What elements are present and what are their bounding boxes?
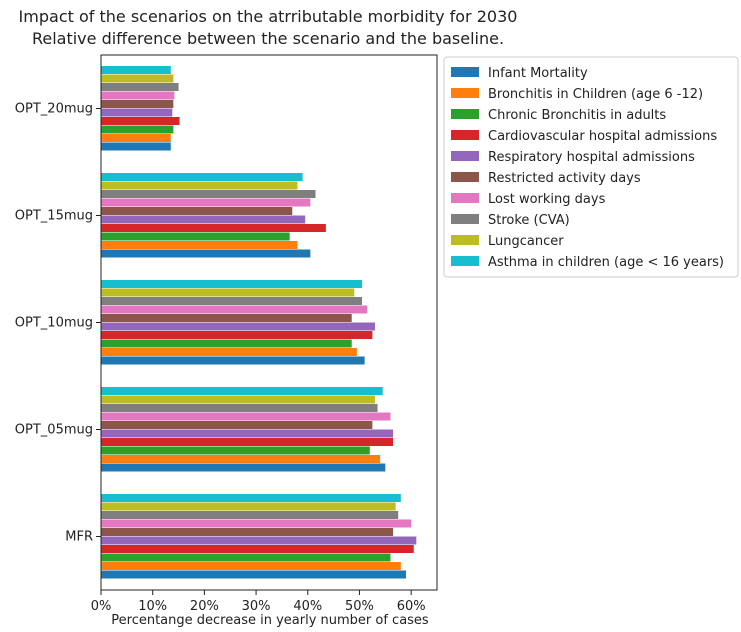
- legend-swatch: [451, 235, 479, 245]
- bar-MFR-10: [101, 494, 401, 502]
- bar-MFR-8: [101, 511, 399, 519]
- bar-OPT_15mug-10: [101, 173, 303, 181]
- bar-MFR-7: [101, 519, 412, 528]
- bar-OPT_10mug-2: [101, 348, 357, 356]
- bar-MFR-4: [101, 545, 414, 553]
- bar-OPT_20mug-5: [101, 108, 173, 117]
- bar-OPT_05mug-4: [101, 438, 394, 446]
- legend-swatch: [451, 67, 479, 77]
- bar-MFR-6: [101, 528, 394, 536]
- bar-OPT_20mug-1: [101, 142, 171, 151]
- x-tick-label: 60%: [397, 599, 426, 614]
- legend-swatch: [451, 151, 479, 161]
- chart-title: Impact of the scenarios on the atrributa…: [19, 7, 518, 26]
- bar-OPT_15mug-9: [101, 181, 298, 190]
- legend-entry: Lungcancer: [488, 234, 564, 249]
- bar-OPT_20mug-4: [101, 117, 180, 125]
- bar-MFR-3: [101, 553, 391, 562]
- bar-OPT_15mug-5: [101, 215, 306, 224]
- legend-swatch: [451, 214, 479, 224]
- bar-OPT_10mug-7: [101, 305, 368, 314]
- legend-swatch: [451, 256, 479, 266]
- bar-OPT_15mug-3: [101, 232, 290, 241]
- legend-entry: Bronchitis in Children (age 6 -12): [488, 87, 703, 102]
- x-axis-label: Percentange decrease in yearly number of…: [111, 613, 429, 628]
- legend-swatch: [451, 193, 479, 203]
- legend-entry: Infant Mortality: [488, 66, 588, 81]
- bar-MFR-1: [101, 570, 406, 579]
- bar-OPT_05mug-7: [101, 412, 391, 421]
- bar-OPT_15mug-2: [101, 241, 298, 249]
- y-axis: MFR OPT_05mug OPT_10mug OPT_15mug OPT_20mug: [15, 102, 101, 545]
- x-tick-label: 10%: [138, 599, 167, 614]
- legend: Infant Mortality Bronchitis in Children (…: [443, 56, 739, 278]
- bar-OPT_20mug-6: [101, 100, 174, 108]
- legend-entry: Asthma in children (age < 16 years): [488, 255, 724, 270]
- y-tick-label: OPT_20mug: [15, 102, 93, 117]
- legend-swatch: [451, 172, 479, 182]
- x-tick-label: 20%: [190, 599, 219, 614]
- chart-subtitle: Relative difference between the scenario…: [32, 29, 504, 48]
- bar-OPT_10mug-3: [101, 339, 352, 348]
- bar-OPT_15mug-4: [101, 224, 326, 232]
- bar-OPT_20mug-2: [101, 134, 171, 142]
- bar-OPT_15mug-1: [101, 249, 311, 258]
- bar-OPT_10mug-8: [101, 297, 363, 305]
- bar-OPT_10mug-6: [101, 314, 352, 322]
- x-tick-label: 30%: [242, 599, 271, 614]
- legend-entry: Lost working days: [488, 192, 606, 207]
- legend-entry: Cardiovascular hospital admissions: [488, 129, 717, 144]
- x-tick-label: 50%: [345, 599, 374, 614]
- x-tick-label: 40%: [293, 599, 322, 614]
- bar-OPT_15mug-6: [101, 207, 293, 215]
- bar-OPT_10mug-5: [101, 322, 375, 331]
- x-axis: 0% 10% 20% 30% 40% 50% 60%: [91, 590, 426, 614]
- legend-swatch: [451, 109, 479, 119]
- y-tick-label: OPT_10mug: [15, 316, 93, 331]
- bar-OPT_05mug-5: [101, 429, 394, 438]
- bar-OPT_05mug-9: [101, 395, 375, 404]
- bar-OPT_20mug-3: [101, 125, 174, 134]
- bar-OPT_10mug-4: [101, 331, 373, 339]
- legend-swatch: [451, 130, 479, 140]
- bar-OPT_20mug-8: [101, 83, 179, 91]
- bar-OPT_20mug-9: [101, 74, 174, 83]
- legend-entry: Stroke (CVA): [488, 213, 570, 228]
- bar-OPT_05mug-2: [101, 455, 381, 463]
- bar-OPT_10mug-1: [101, 356, 365, 365]
- legend-entry: Respiratory hospital admissions: [488, 150, 695, 165]
- bar-MFR-9: [101, 502, 396, 511]
- legend-entry: Chronic Bronchitis in adults: [488, 108, 666, 123]
- y-tick-label: MFR: [65, 530, 93, 545]
- y-tick-label: OPT_15mug: [15, 209, 93, 224]
- y-tick-label: OPT_05mug: [15, 423, 93, 438]
- bar-OPT_20mug-10: [101, 66, 171, 74]
- bar-OPT_15mug-8: [101, 190, 316, 198]
- plot-area: [100, 54, 438, 591]
- bar-OPT_05mug-6: [101, 421, 373, 429]
- legend-box: [443, 56, 739, 278]
- bar-OPT_05mug-8: [101, 404, 378, 412]
- bar-OPT_05mug-3: [101, 446, 370, 455]
- bar-OPT_05mug-10: [101, 387, 383, 395]
- bar-MFR-5: [101, 536, 417, 545]
- bar-OPT_10mug-10: [101, 280, 363, 288]
- bar-OPT_20mug-7: [101, 91, 175, 100]
- bar-MFR-2: [101, 562, 401, 570]
- bar-OPT_15mug-7: [101, 198, 311, 207]
- bar-OPT_10mug-9: [101, 288, 355, 297]
- legend-swatch: [451, 88, 479, 98]
- x-tick-label: 0%: [91, 599, 112, 614]
- legend-entry: Restricted activity days: [488, 171, 641, 186]
- bar-OPT_05mug-1: [101, 463, 386, 472]
